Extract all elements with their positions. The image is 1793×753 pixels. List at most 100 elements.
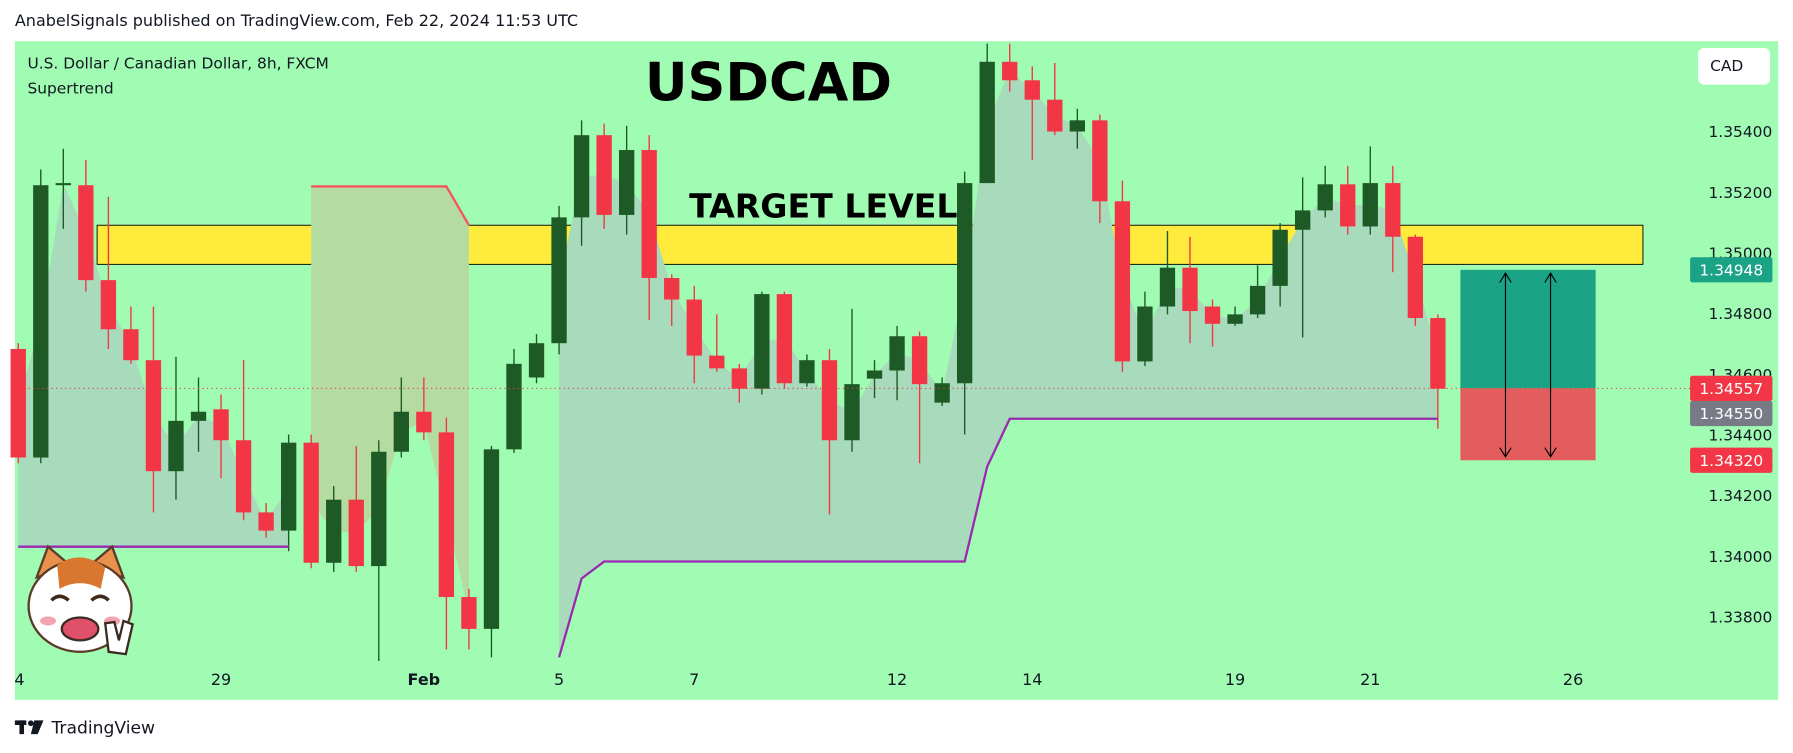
candle-body xyxy=(303,442,319,563)
x-tick-label: Feb xyxy=(408,670,441,689)
zone-label: TARGET LEVEL xyxy=(689,187,957,226)
candle-body xyxy=(1407,236,1424,319)
candle-body xyxy=(889,336,905,371)
x-tick-label: 29 xyxy=(211,670,231,689)
candle-body xyxy=(866,370,883,379)
loss-zone xyxy=(1460,388,1596,461)
candle-body xyxy=(799,360,815,384)
supertrend-line xyxy=(18,417,1438,658)
y-tick-label: 1.33800 xyxy=(1709,608,1773,626)
price-tag-label: 1.34550 xyxy=(1699,405,1763,423)
chart-title: USDCAD xyxy=(645,52,892,113)
candle-body xyxy=(483,449,500,629)
candle-body xyxy=(1249,285,1266,315)
candle-body xyxy=(596,135,612,215)
candle-body xyxy=(1047,99,1063,132)
y-tick-label: 1.34800 xyxy=(1709,305,1773,323)
candle-body xyxy=(506,363,522,450)
candle-body xyxy=(664,278,680,300)
indicator-legend: Supertrend xyxy=(27,80,113,98)
candle-body xyxy=(1272,229,1288,286)
candle-body xyxy=(235,440,252,513)
candle-body xyxy=(1227,314,1243,324)
candle-body xyxy=(1092,120,1108,202)
profit-zone xyxy=(1460,269,1596,389)
x-tick-label: 7 xyxy=(689,670,699,689)
candle-body xyxy=(979,61,995,184)
candle-body xyxy=(438,432,455,598)
candle-body xyxy=(528,343,545,378)
x-tick-label: 5 xyxy=(554,670,564,689)
candle-body xyxy=(326,499,342,563)
price-tag-label: 1.34948 xyxy=(1699,261,1763,279)
currency-button[interactable] xyxy=(1698,48,1771,85)
candle-body xyxy=(258,512,274,531)
candle-body xyxy=(1295,210,1311,230)
tradingview-logo xyxy=(14,720,44,735)
candle-body xyxy=(957,183,973,384)
candle-body xyxy=(934,383,950,403)
candle-body xyxy=(1114,201,1131,362)
supertrend-fill xyxy=(559,71,1438,658)
candle-body xyxy=(551,217,567,344)
candle-body xyxy=(1159,267,1176,307)
candle-body xyxy=(100,280,117,330)
candle-body xyxy=(1430,318,1446,389)
x-tick-label: 4 xyxy=(14,670,24,689)
candle-body xyxy=(1317,184,1333,211)
candle-body xyxy=(911,336,928,385)
candle-body xyxy=(1024,80,1040,100)
price-tag-label: 1.34320 xyxy=(1699,452,1763,470)
candle-body xyxy=(844,384,860,441)
symbol-legend: U.S. Dollar / Canadian Dollar, 8h, FXCM xyxy=(27,55,328,73)
y-tick-label: 1.35400 xyxy=(1709,123,1773,141)
supertrend-line xyxy=(311,185,470,226)
candle-body xyxy=(461,597,477,629)
candle-body xyxy=(641,150,657,279)
candle-body xyxy=(33,185,49,458)
candle-body xyxy=(754,294,770,389)
x-tick-label: 21 xyxy=(1360,670,1380,689)
candle-body xyxy=(416,411,432,433)
candle-body xyxy=(1002,61,1018,81)
candle-body xyxy=(55,183,71,186)
currency-label[interactable]: CAD xyxy=(1710,57,1743,75)
candle-body xyxy=(190,411,207,421)
candle-body xyxy=(1137,306,1153,362)
plot-layer: TARGET LEVEL 4 29 Feb 5 7 12 14 19 21 26 1.33800 1.3… xyxy=(10,43,1773,689)
candle-body xyxy=(573,135,590,218)
candle-body xyxy=(1340,184,1356,227)
y-tick-label: 1.35200 xyxy=(1709,184,1773,202)
candle-body xyxy=(393,411,409,452)
mascot xyxy=(27,544,134,656)
candle-body xyxy=(213,409,229,441)
candle-body xyxy=(78,185,94,281)
candle-body xyxy=(10,348,26,458)
candle-body xyxy=(731,368,747,389)
x-tick-label: 14 xyxy=(1022,670,1042,689)
candle-body xyxy=(1385,183,1401,237)
candle-body xyxy=(168,420,184,472)
candle-body xyxy=(776,294,793,384)
range-arrow xyxy=(1499,272,1512,458)
y-tick-label: 1.34400 xyxy=(1709,426,1773,444)
candle-body xyxy=(1362,183,1378,227)
candle-body xyxy=(145,360,162,472)
candle-body xyxy=(1182,267,1198,312)
candle-body xyxy=(618,150,635,215)
price-tag xyxy=(1690,447,1773,473)
range-arrow xyxy=(1544,272,1557,458)
candle-body xyxy=(821,360,838,441)
x-tick-label: 26 xyxy=(1563,670,1583,689)
candle-body xyxy=(1204,306,1221,324)
price-tag xyxy=(1690,257,1773,283)
candle-body xyxy=(686,299,702,356)
footer-brand: TradingView xyxy=(50,718,155,738)
publish-header: AnabelSignals published on TradingView.c… xyxy=(15,11,578,30)
candle-body xyxy=(371,451,387,567)
x-tick-label: 12 xyxy=(887,670,907,689)
candle-body xyxy=(709,355,725,369)
price-tag-label: 1.34557 xyxy=(1699,380,1763,398)
